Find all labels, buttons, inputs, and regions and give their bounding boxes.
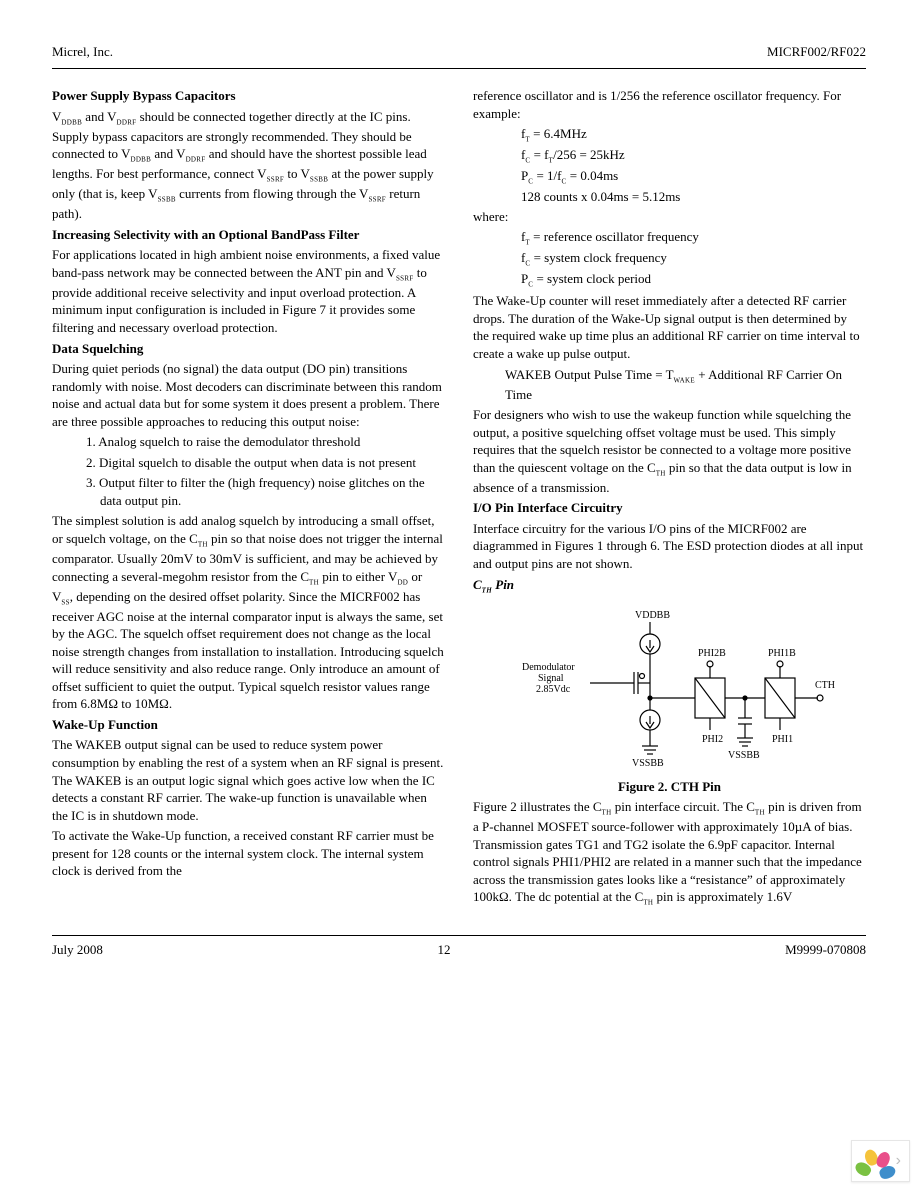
footer-right: M9999-070808	[785, 942, 866, 958]
body-text: The Wake-Up counter will reset immediate…	[473, 292, 866, 362]
label-demod2: Signal	[538, 673, 564, 684]
label-vssbb1: VSSBB	[632, 758, 664, 769]
body-text: The simplest solution is add analog sque…	[52, 512, 445, 712]
section-title: I/O Pin Interface Circuitry	[473, 499, 866, 517]
body-text: To activate the Wake-Up function, a rece…	[52, 827, 445, 880]
figure-caption: Figure 2. CTH Pin	[473, 778, 866, 796]
label-vddbb: VDDBB	[635, 610, 670, 621]
label-demod3: 2.85Vdc	[536, 684, 571, 695]
label-phi1: PHI1	[772, 734, 793, 745]
label-demod1: Demodulator	[522, 662, 575, 673]
top-rule	[52, 68, 866, 69]
left-column: Power Supply Bypass Capacitors VDDBB and…	[52, 87, 445, 911]
section-title: Data Squelching	[52, 340, 445, 358]
body-text: WAKEB Output Pulse Time = TWAKE + Additi…	[473, 366, 866, 404]
body-text: During quiet periods (no signal) the dat…	[52, 360, 445, 430]
list-item: 1. Analog squelch to raise the demodulat…	[52, 433, 445, 451]
petals-icon	[860, 1147, 888, 1175]
equation-block: fT = reference oscillator frequency fC =…	[521, 228, 866, 290]
label-phi1b: PHI1B	[768, 648, 796, 659]
body-text: Figure 2 illustrates the CTH pin interfa…	[473, 798, 866, 908]
chevron-right-icon: ›	[896, 1152, 901, 1170]
body-text: For designers who wish to use the wakeup…	[473, 406, 866, 496]
label-vssbb2: VSSBB	[728, 750, 760, 761]
body-text: For applications located in high ambient…	[52, 246, 445, 336]
footer-left: July 2008	[52, 942, 103, 958]
circuit-figure: VDDBB Demodulator	[473, 606, 866, 776]
section-title: Power Supply Bypass Capacitors	[52, 87, 445, 105]
body-text: reference oscillator and is 1/256 the re…	[473, 87, 866, 122]
body-text: The WAKEB output signal can be used to r…	[52, 736, 445, 824]
right-column: reference oscillator and is 1/256 the re…	[473, 87, 866, 911]
label-phi2b: PHI2B	[698, 648, 726, 659]
list-item: 2. Digital squelch to disable the output…	[52, 454, 445, 472]
cth-circuit-svg: VDDBB Demodulator	[500, 606, 840, 776]
footer-center: 12	[438, 942, 451, 958]
label-cth: CTH	[815, 680, 835, 691]
header-left: Micrel, Inc.	[52, 44, 113, 60]
section-title: Wake-Up Function	[52, 716, 445, 734]
corner-badge[interactable]: ›	[851, 1140, 910, 1182]
section-title: Increasing Selectivity with an Optional …	[52, 226, 445, 244]
body-text: where:	[473, 208, 866, 226]
body-text: Interface circuitry for the various I/O …	[473, 520, 866, 573]
section-title: CTH Pin	[473, 576, 866, 596]
equation-block: fT = 6.4MHz fC = fT/256 = 25kHz PC = 1/f…	[521, 125, 866, 206]
body-text: VDDBB and VDDRF should be connected toge…	[52, 108, 445, 223]
list-item: 3. Output filter to filter the (high fre…	[52, 474, 445, 509]
label-phi2: PHI2	[702, 734, 723, 745]
header-right: MICRF002/RF022	[767, 44, 866, 60]
